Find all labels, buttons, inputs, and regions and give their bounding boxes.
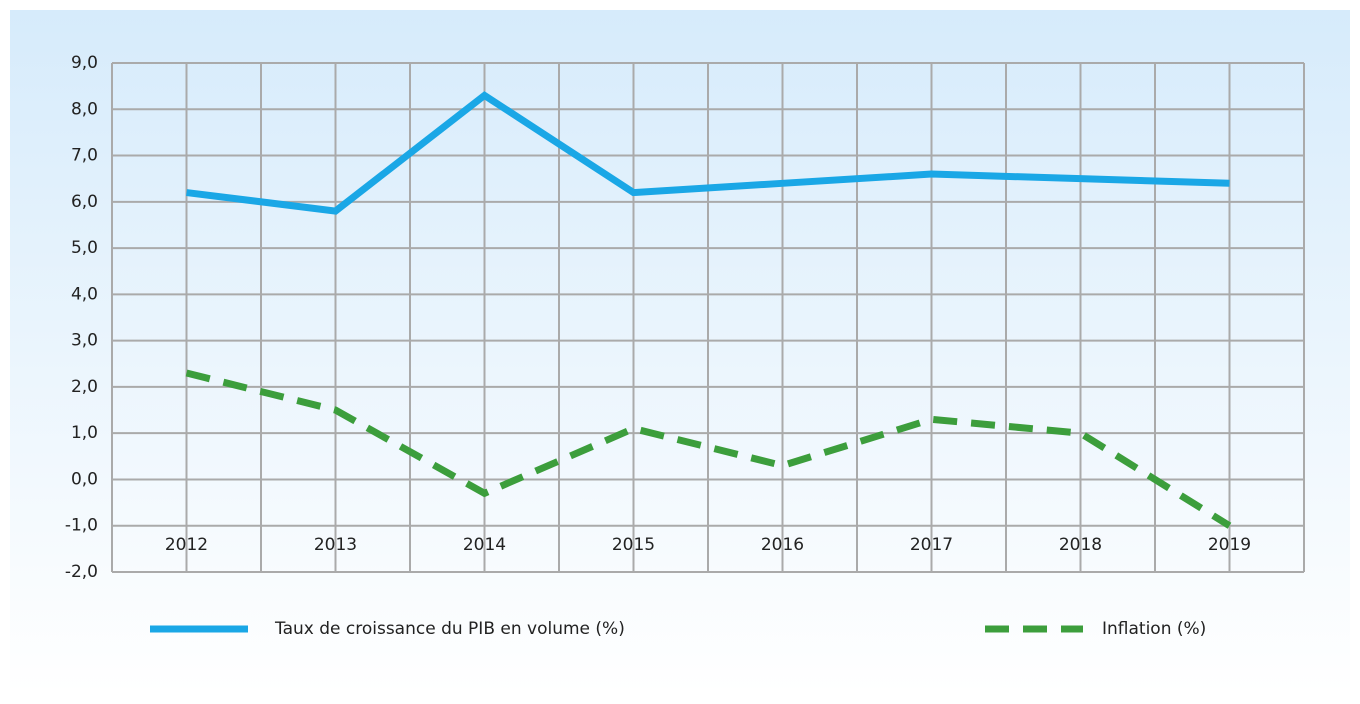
x-tick-label: 2015	[612, 535, 655, 555]
y-tick-label: 6,0	[71, 192, 98, 212]
x-tick-label: 2016	[761, 535, 804, 555]
y-tick-label: 2,0	[71, 377, 98, 397]
x-tick-label: 2017	[910, 535, 953, 555]
x-tick-label: 2014	[463, 535, 506, 555]
y-tick-label: 1,0	[71, 423, 98, 443]
y-tick-label: -2,0	[65, 562, 98, 582]
legend-label: Taux de croissance du PIB en volume (%)	[274, 619, 625, 639]
y-tick-label: 9,0	[71, 53, 98, 73]
y-tick-label: 5,0	[71, 238, 98, 258]
y-tick-label: 4,0	[71, 284, 98, 304]
x-tick-label: 2019	[1208, 535, 1251, 555]
y-tick-label: 7,0	[71, 146, 98, 166]
series-line	[186, 91, 1230, 215]
x-tick-label: 2012	[165, 535, 208, 555]
x-tick-label: 2013	[314, 535, 357, 555]
x-tick-label: 2018	[1059, 535, 1102, 555]
y-tick-label: 8,0	[71, 99, 98, 119]
y-tick-label: 0,0	[71, 469, 98, 489]
background	[10, 10, 1350, 694]
y-tick-label: -1,0	[65, 516, 98, 536]
legend-label: Inflation (%)	[1102, 619, 1206, 639]
y-tick-label: 3,0	[71, 331, 98, 351]
series-line	[185, 369, 1232, 529]
